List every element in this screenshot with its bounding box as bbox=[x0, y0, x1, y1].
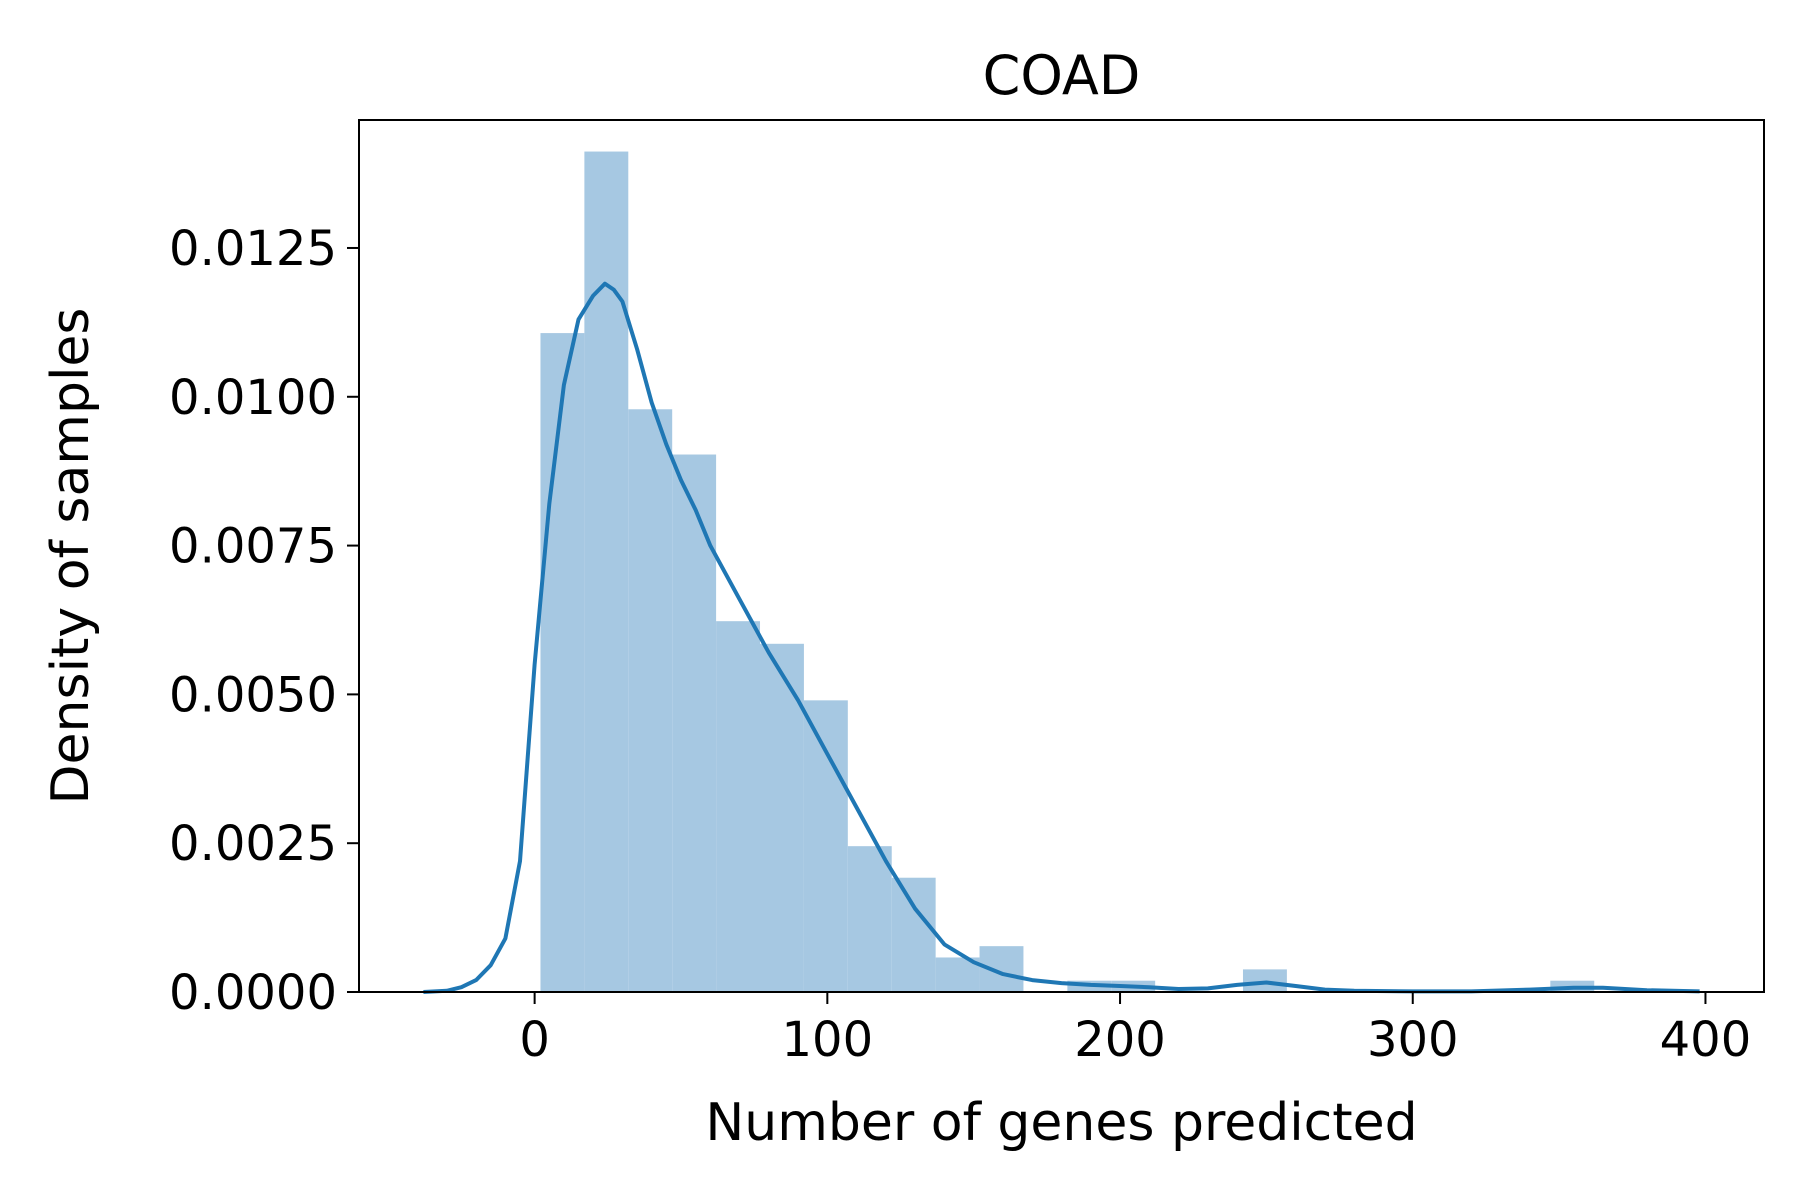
x-axis-label: Number of genes predicted bbox=[705, 1093, 1417, 1153]
histogram-bar bbox=[760, 643, 804, 992]
histogram-bar bbox=[584, 151, 629, 992]
y-tick-label: 0.0050 bbox=[169, 667, 337, 723]
histogram-bar bbox=[847, 846, 892, 992]
y-tick-label: 0.0025 bbox=[169, 816, 337, 872]
x-tick-label: 100 bbox=[782, 1012, 874, 1068]
y-tick-label: 0.0100 bbox=[169, 370, 337, 426]
histogram-bar bbox=[672, 454, 717, 993]
x-tick-label: 400 bbox=[1660, 1012, 1752, 1068]
histogram-bar bbox=[803, 700, 848, 992]
x-tick-label: 0 bbox=[519, 1012, 550, 1068]
y-axis-ticks: 0.0000 0.0025 0.0050 0.0075 0.0100 0.0125 bbox=[169, 221, 359, 1021]
y-tick-label: 0.0125 bbox=[169, 221, 337, 277]
y-axis-label: Density of samples bbox=[41, 307, 101, 804]
histogram-bar bbox=[891, 877, 936, 992]
histogram-bar bbox=[540, 333, 585, 992]
chart-title: COAD bbox=[983, 44, 1141, 107]
x-axis-ticks: 0 100 200 300 400 bbox=[519, 992, 1751, 1068]
histogram-bar bbox=[628, 409, 673, 992]
x-tick-label: 300 bbox=[1367, 1012, 1459, 1068]
x-tick-label: 200 bbox=[1074, 1012, 1166, 1068]
y-tick-label: 0.0000 bbox=[169, 965, 337, 1021]
kde-curve bbox=[423, 281, 1700, 994]
histogram-bars bbox=[540, 151, 1595, 993]
y-tick-label: 0.0075 bbox=[169, 519, 337, 575]
plot-frame bbox=[358, 119, 1765, 993]
histogram-bar bbox=[716, 621, 761, 992]
